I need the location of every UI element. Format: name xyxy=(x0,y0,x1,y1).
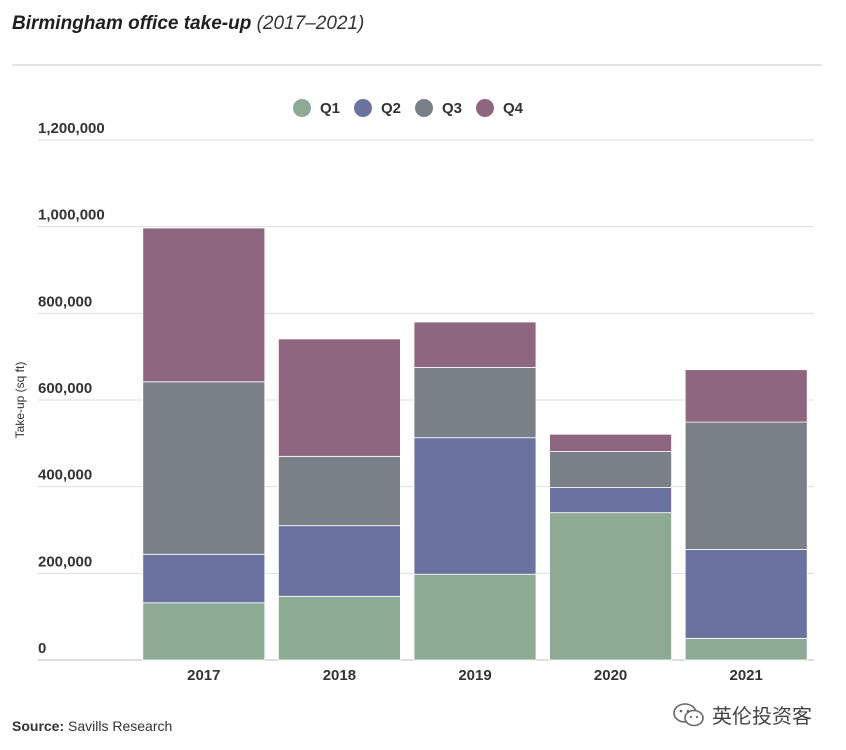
legend-swatch-q2 xyxy=(354,99,372,117)
bar-segment-q1-2019 xyxy=(413,573,537,661)
bar-segment-q1-2020 xyxy=(549,512,672,661)
bar-segment-q2-2019 xyxy=(413,437,537,575)
bar-segment-q3-2019 xyxy=(413,367,537,439)
legend-label: Q4 xyxy=(503,100,524,117)
y-tick-label: 200,000 xyxy=(38,553,92,570)
y-tick-label: 600,000 xyxy=(38,380,92,397)
bar-segment-q1-2017 xyxy=(142,602,266,661)
wechat-icon xyxy=(673,702,704,726)
source-label: Source: xyxy=(12,718,65,734)
bar-segment-q3-2020 xyxy=(549,451,672,488)
bar-segment-q4-2018 xyxy=(277,338,401,457)
watermark: 英伦投资客 xyxy=(672,700,812,729)
chart-title-sub: (2017–2021) xyxy=(256,13,365,34)
bar-segment-q2-2017 xyxy=(142,553,266,604)
bar-segment-q2-2020 xyxy=(549,487,672,514)
y-tick-label: 1,200,000 xyxy=(38,120,105,137)
legend-swatch-q1 xyxy=(293,99,311,117)
bar-segment-q4-2020 xyxy=(549,433,672,452)
legend-swatch-q4 xyxy=(476,99,494,117)
bar-segment-q3-2017 xyxy=(142,381,266,555)
y-axis-label: Take-up (sq ft) xyxy=(13,362,27,439)
bar-segment-q2-2021 xyxy=(684,549,808,639)
title-divider xyxy=(12,64,822,66)
bar-segment-q2-2018 xyxy=(277,525,401,597)
x-tick-label: 2020 xyxy=(594,667,627,684)
watermark-text: 英伦投资客 xyxy=(712,706,812,728)
bar-segment-q1-2018 xyxy=(277,595,401,661)
bar-segment-q4-2021 xyxy=(684,369,808,423)
source-text: Savills Research xyxy=(68,718,173,734)
chart-title-main: Birmingham office take-up xyxy=(12,13,252,34)
chart-title: Birmingham office take-up (2017–2021) xyxy=(12,12,364,36)
y-tick-label: 0 xyxy=(38,640,46,657)
y-tick-label: 1,000,000 xyxy=(38,207,105,224)
legend-swatch-q3 xyxy=(415,99,433,117)
y-tick-label: 400,000 xyxy=(38,467,92,484)
bar-segment-q1-2021 xyxy=(684,637,808,661)
x-tick-label: 2017 xyxy=(187,667,220,684)
bar-segment-q4-2019 xyxy=(413,321,537,368)
legend-label: Q3 xyxy=(442,100,462,117)
y-tick-label: 800,000 xyxy=(38,293,92,310)
legend-label: Q1 xyxy=(320,100,340,117)
bar-segment-q3-2021 xyxy=(684,421,808,550)
x-tick-label: 2018 xyxy=(323,667,356,684)
bar-segment-q4-2017 xyxy=(142,227,266,383)
source-note: Source: Savills Research xyxy=(12,718,172,734)
legend-label: Q2 xyxy=(381,100,401,117)
x-tick-label: 2021 xyxy=(730,667,763,684)
x-tick-label: 2019 xyxy=(458,667,491,684)
bar-segment-q3-2018 xyxy=(277,455,401,527)
